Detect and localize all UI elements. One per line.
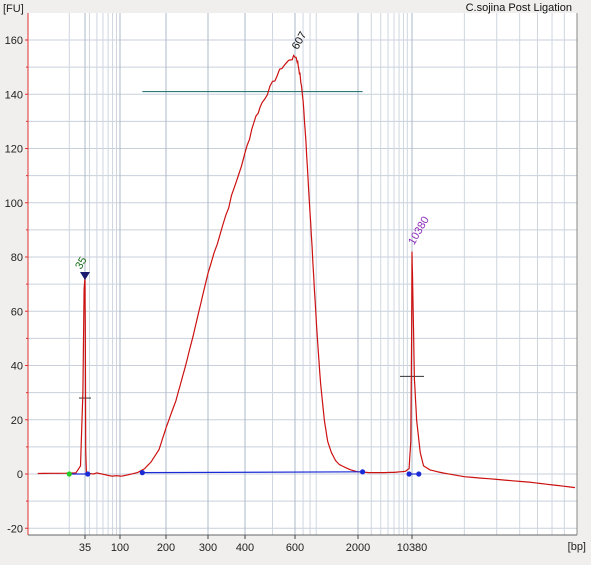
x-tick-label: 400 bbox=[236, 542, 254, 554]
y-tick-label: 60 bbox=[11, 306, 23, 318]
x-tick-label: 10380 bbox=[397, 542, 428, 554]
y-tick-label: 140 bbox=[5, 89, 23, 101]
y-tick-label: 120 bbox=[5, 144, 23, 156]
y-tick-label: 160 bbox=[5, 35, 23, 47]
x-axis-unit-label: [bp] bbox=[568, 541, 586, 553]
y-tick-label: 0 bbox=[17, 469, 23, 481]
x-tick-label: 200 bbox=[157, 542, 175, 554]
axis-layer: -20 0 20 40 60 80 100 120 140 160 35 100 200 300 400 60… bbox=[5, 13, 578, 554]
baseline-marker bbox=[85, 471, 91, 477]
peak-marker-triangle bbox=[80, 271, 90, 280]
baseline-marker bbox=[66, 471, 72, 477]
x-tick-label: 2000 bbox=[346, 542, 370, 554]
baseline-marker bbox=[416, 471, 422, 477]
y-tick-label: 40 bbox=[11, 361, 23, 373]
y-axis-unit-label: [FU] bbox=[3, 3, 24, 15]
baseline-marker bbox=[139, 470, 145, 476]
grid-layer bbox=[28, 13, 577, 535]
y-tick-label: 80 bbox=[11, 252, 23, 264]
peak-label: 35 bbox=[73, 255, 90, 272]
x-tick-label: 100 bbox=[111, 542, 129, 554]
baseline-marker bbox=[359, 469, 366, 475]
y-tick-label: -20 bbox=[7, 523, 23, 535]
marker-layer bbox=[66, 469, 422, 477]
y-tick-label: 100 bbox=[5, 198, 23, 210]
y-tick-label: 20 bbox=[11, 415, 23, 427]
signal-trace bbox=[37, 54, 576, 489]
chart-title: C.sojina Post Ligation bbox=[466, 2, 572, 14]
x-tick-label: 35 bbox=[79, 542, 91, 554]
trace-layer bbox=[37, 54, 576, 489]
x-tick-label: 300 bbox=[199, 542, 217, 554]
x-tick-label: 600 bbox=[286, 542, 304, 554]
baseline-segment bbox=[142, 471, 363, 474]
baseline-marker bbox=[406, 471, 412, 477]
